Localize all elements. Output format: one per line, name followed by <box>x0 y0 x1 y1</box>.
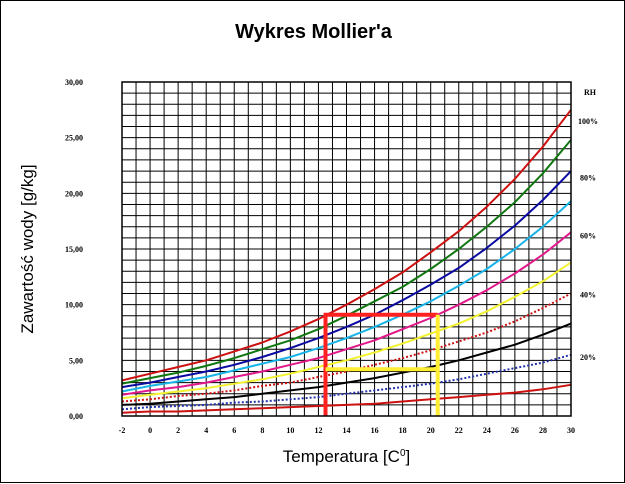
rh-label: 20% <box>580 353 596 362</box>
x-axis-label-close: ] <box>406 447 411 466</box>
series-line-rh-20 <box>121 353 572 411</box>
x-axis-label-sup: 0 <box>400 448 406 459</box>
series-line-rh-80 <box>121 170 572 389</box>
chart-title: Wykres Mollier'a <box>235 21 392 43</box>
x-tick-label: 24 <box>483 426 491 435</box>
x-tick-label: 30 <box>567 426 575 435</box>
x-tick-label: -2 <box>119 426 126 435</box>
x-tick-label: 4 <box>204 426 208 435</box>
series-line-rh-100 <box>121 109 572 382</box>
x-tick-label: 18 <box>399 426 407 435</box>
series-line-rh-10 <box>121 383 572 414</box>
x-tick-label: 10 <box>286 426 294 435</box>
y-tick-label: 5,00 <box>69 356 83 365</box>
rh-header: RH <box>584 88 597 97</box>
annotation-layer <box>323 312 440 416</box>
x-tick-label: 6 <box>232 426 236 435</box>
rh-labels: RH 100% 80% 60% 40% 20% <box>578 88 598 362</box>
series-line-rh-60 <box>121 231 572 396</box>
y-tick-label: 0,00 <box>69 412 83 421</box>
y-tick-label: 25,00 <box>65 134 83 143</box>
y-tick-label: 10,00 <box>65 301 83 310</box>
x-axis-label-text: Temperatura [C <box>283 447 400 466</box>
x-tick-label: 28 <box>539 426 547 435</box>
x-tick-label: 0 <box>148 426 152 435</box>
grid-lines <box>121 81 572 417</box>
tick-labels: -2 0 2 4 6 8 10 12 14 16 18 20 22 24 26 28 300,005,0010,… <box>65 78 575 435</box>
annotation-line-0 <box>323 312 438 416</box>
y-tick-label: 20,00 <box>65 189 83 198</box>
x-tick-label: 14 <box>343 426 351 435</box>
series-layer <box>121 109 572 414</box>
x-tick-label: 22 <box>455 426 463 435</box>
x-tick-label: 8 <box>260 426 264 435</box>
series-line-rh-50 <box>121 261 572 400</box>
y-tick-label: 30,00 <box>65 78 83 87</box>
rh-label: 80% <box>580 174 596 183</box>
y-tick-label: 15,00 <box>65 245 83 254</box>
rh-label: 60% <box>580 232 596 241</box>
x-tick-label: 26 <box>511 426 519 435</box>
x-tick-label: 12 <box>314 426 322 435</box>
x-axis-label: Temperatura [C0] <box>283 447 410 466</box>
series-line-rh-30 <box>121 322 572 406</box>
rh-label: 100% <box>578 117 598 126</box>
rh-label: 40% <box>580 291 596 300</box>
x-tick-label: 20 <box>427 426 435 435</box>
series-line-rh-70 <box>121 200 572 393</box>
plot-border <box>121 81 572 417</box>
y-axis-label: Zawartość wody [g/kg] <box>18 164 37 333</box>
x-tick-label: 16 <box>371 426 379 435</box>
x-tick-label: 2 <box>176 426 180 435</box>
